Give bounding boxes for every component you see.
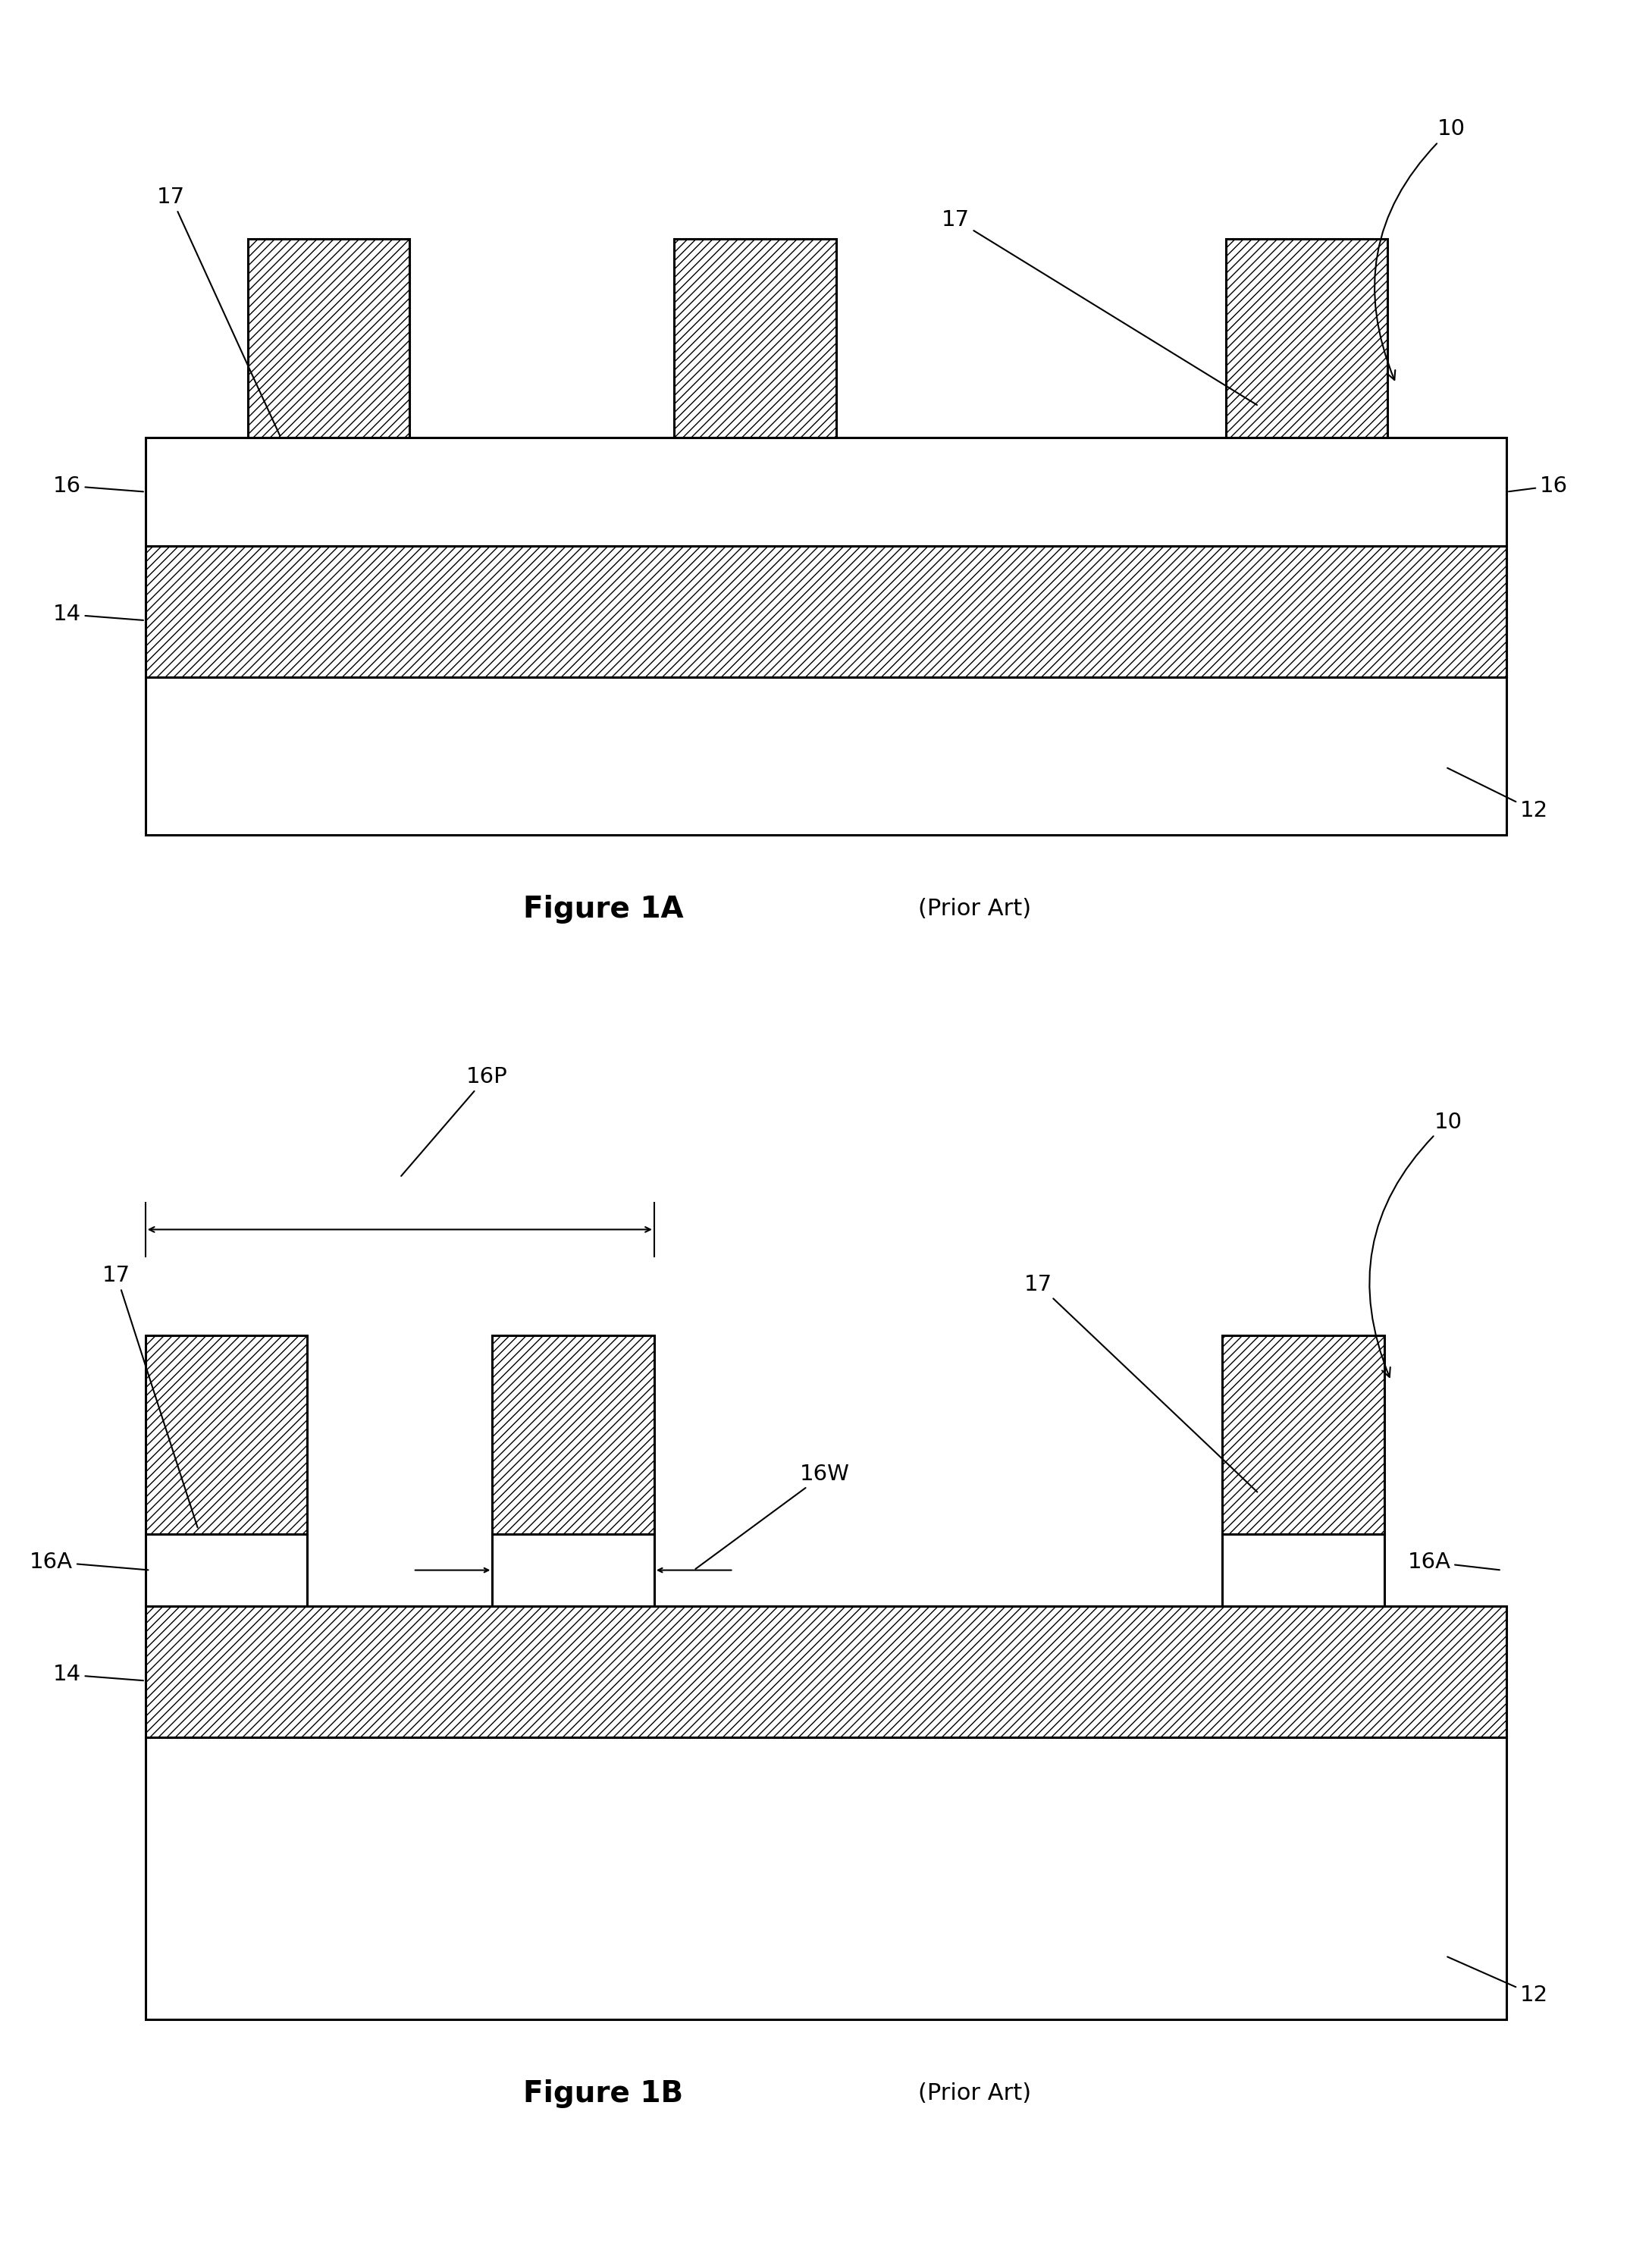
Text: 10: 10: [1374, 120, 1465, 379]
Text: 17: 17: [942, 210, 1257, 406]
Text: 17: 17: [102, 1266, 198, 1527]
Bar: [145, 1534, 307, 1606]
Bar: [674, 239, 836, 438]
Text: 12: 12: [1447, 1956, 1548, 2006]
Bar: [1222, 1336, 1384, 1534]
Text: (Prior Art): (Prior Art): [919, 2082, 1031, 2105]
Bar: [492, 1534, 654, 1606]
Bar: [248, 239, 410, 438]
Text: 14: 14: [53, 605, 144, 625]
Text: 16P: 16P: [401, 1067, 507, 1175]
Bar: [145, 1737, 1507, 2019]
Text: Figure 1A: Figure 1A: [522, 896, 684, 923]
Text: 16A: 16A: [1408, 1552, 1500, 1572]
Text: Figure 1B: Figure 1B: [524, 2080, 682, 2107]
Bar: [145, 1606, 1507, 1737]
Text: 16A: 16A: [30, 1552, 149, 1572]
Bar: [145, 1336, 307, 1534]
Text: 16: 16: [1508, 476, 1568, 496]
Bar: [492, 1336, 654, 1534]
Bar: [145, 546, 1507, 677]
Text: 17: 17: [157, 187, 279, 435]
Text: (Prior Art): (Prior Art): [919, 898, 1031, 920]
Bar: [145, 553, 1507, 835]
Bar: [145, 438, 1507, 546]
Bar: [1226, 239, 1388, 438]
Bar: [1222, 1534, 1384, 1606]
Text: 17: 17: [1024, 1275, 1257, 1491]
Text: 14: 14: [53, 1665, 144, 1685]
Text: 10: 10: [1370, 1112, 1462, 1376]
Text: 12: 12: [1447, 767, 1548, 821]
Text: 16W: 16W: [695, 1464, 849, 1568]
Text: 16: 16: [53, 476, 144, 496]
